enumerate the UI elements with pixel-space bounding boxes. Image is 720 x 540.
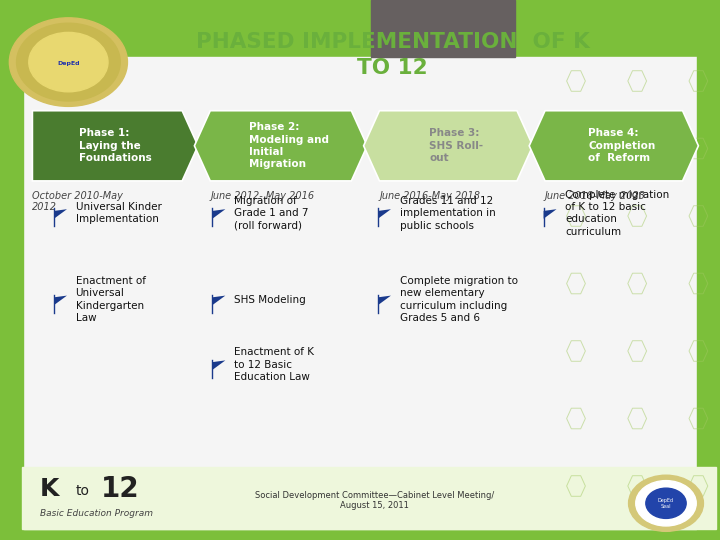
Polygon shape <box>212 295 225 313</box>
Text: Phase 3:
SHS Roll-
out: Phase 3: SHS Roll- out <box>429 129 483 163</box>
Text: 12: 12 <box>101 475 140 503</box>
Polygon shape <box>529 111 698 181</box>
Text: October 2010-May
2012: October 2010-May 2012 <box>32 191 123 212</box>
Bar <box>0 0 23 540</box>
Text: Enactment of
Universal
Kindergarten
Law: Enactment of Universal Kindergarten Law <box>76 276 145 323</box>
Text: Migration of
Grade 1 and 7
(roll forward): Migration of Grade 1 and 7 (roll forward… <box>234 196 308 231</box>
Text: Complete migration
of K to 12 basic
education
curriculum: Complete migration of K to 12 basic educ… <box>565 190 670 237</box>
Text: Social Development Committee—Cabinet Level Meeting/
August 15, 2011: Social Development Committee—Cabinet Lev… <box>255 491 494 510</box>
Polygon shape <box>544 209 557 226</box>
Circle shape <box>9 18 127 106</box>
Text: SHS Modeling: SHS Modeling <box>234 295 306 305</box>
Text: DepEd
Seal: DepEd Seal <box>658 498 674 509</box>
Text: Universal Kinder
Implementation: Universal Kinder Implementation <box>76 202 161 225</box>
Text: Basic Education Program: Basic Education Program <box>40 509 153 517</box>
Bar <box>697 0 720 540</box>
Text: Grades 11 and 12
implementation in
public schools: Grades 11 and 12 implementation in publi… <box>400 196 495 231</box>
Text: Phase 1:
Laying the
Foundations: Phase 1: Laying the Foundations <box>78 129 152 163</box>
Polygon shape <box>212 209 225 226</box>
Polygon shape <box>212 360 225 377</box>
Text: PHASED IMPLEMENTATION  OF K: PHASED IMPLEMENTATION OF K <box>196 32 589 52</box>
Text: Phase 2:
Modeling and
Initial
Migration: Phase 2: Modeling and Initial Migration <box>248 122 329 170</box>
Text: June 2012- May 2016: June 2012- May 2016 <box>210 191 315 201</box>
Text: Complete migration to
new elementary
curriculum including
Grades 5 and 6: Complete migration to new elementary cur… <box>400 276 518 323</box>
Polygon shape <box>54 209 67 226</box>
Text: TO 12: TO 12 <box>357 57 428 78</box>
Circle shape <box>636 481 696 526</box>
Text: June 2016-May 2018: June 2016-May 2018 <box>379 191 480 201</box>
Bar <box>22 467 716 529</box>
Polygon shape <box>378 295 391 313</box>
Text: DepEd: DepEd <box>57 61 80 66</box>
Polygon shape <box>32 111 198 181</box>
Bar <box>22 57 716 529</box>
Text: Phase 4:
Completion
of  Reform: Phase 4: Completion of Reform <box>588 129 655 163</box>
Circle shape <box>646 488 686 518</box>
Text: K: K <box>40 477 59 501</box>
Text: to: to <box>76 484 89 498</box>
Circle shape <box>629 475 703 531</box>
Polygon shape <box>364 111 533 181</box>
Bar <box>371 0 515 57</box>
Text: June 2018-May 2023: June 2018-May 2023 <box>545 191 646 201</box>
Text: Enactment of K
to 12 Basic
Education Law: Enactment of K to 12 Basic Education Law <box>234 347 314 382</box>
Polygon shape <box>378 209 391 226</box>
Circle shape <box>17 23 120 101</box>
Circle shape <box>29 32 108 92</box>
Polygon shape <box>194 111 367 181</box>
Polygon shape <box>54 295 67 313</box>
